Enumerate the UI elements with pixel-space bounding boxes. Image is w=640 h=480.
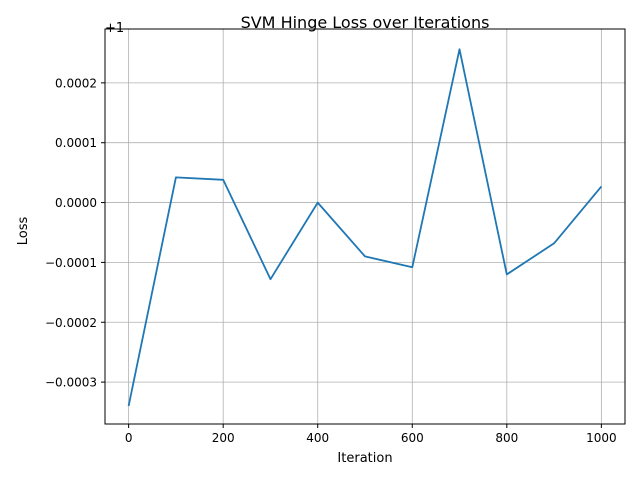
grid — [105, 29, 625, 424]
y-tick-label: 0.0002 — [55, 76, 97, 90]
axes-frame — [104, 28, 626, 425]
y-tick-label: −0.0002 — [45, 316, 97, 330]
x-tick-label: 200 — [212, 431, 235, 445]
y-axis-label: Loss — [16, 217, 31, 246]
y-tick-label: −0.0003 — [45, 376, 97, 390]
x-tick-label: 400 — [306, 431, 329, 445]
series-line — [127, 48, 603, 407]
y-tick-label: 0.0000 — [55, 196, 97, 210]
x-tick-label: 800 — [495, 431, 518, 445]
y-axis-ticks: −0.0003 −0.0002 −0.0001 0.0000 0.0001 0.0002 — [45, 76, 105, 390]
y-tick-label: 0.0001 — [55, 136, 97, 150]
x-tick-label: 0 — [125, 431, 133, 445]
y-axis-offset-label: +1 — [105, 21, 124, 36]
y-tick-label: −0.0001 — [45, 256, 97, 270]
x-axis-label: Iteration — [337, 451, 392, 466]
x-tick-label: 1000 — [586, 431, 617, 445]
chart-title: SVM Hinge Loss over Iterations — [241, 13, 490, 32]
x-axis-ticks: 0 200 400 600 800 1000 — [125, 424, 617, 445]
x-tick-label: 600 — [401, 431, 424, 445]
plot-area — [127, 48, 603, 407]
